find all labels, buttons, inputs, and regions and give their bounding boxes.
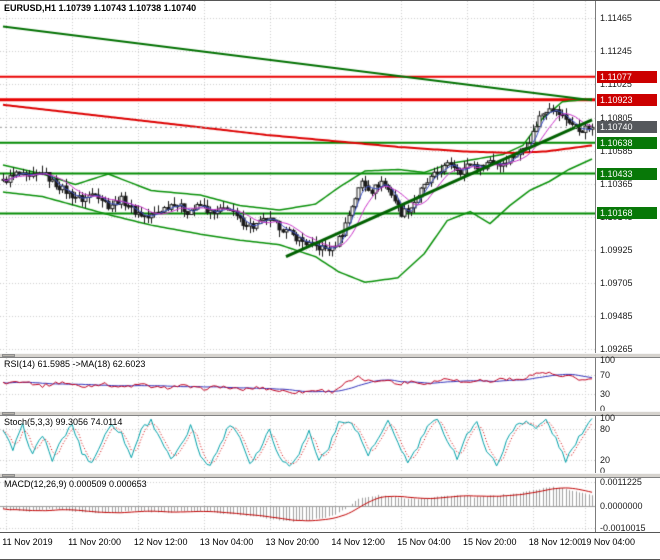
stoch-plot: Stoch(5,3,3) 99.3056 74.0114 bbox=[0, 416, 595, 473]
indicator-axis-label: -0.0010015 bbox=[600, 522, 646, 533]
time-axis-label: 12 Nov 12:00 bbox=[133, 537, 188, 547]
price-axis-label: 1.11465 bbox=[600, 13, 632, 24]
price-level-badge: 1.10168 bbox=[597, 207, 657, 220]
price-panel: EURUSD,H1 1.10739 1.10743 1.10738 1.1074… bbox=[0, 1, 660, 355]
time-axis-label: 13 Nov 04:00 bbox=[199, 537, 254, 547]
time-axis-label: 15 Nov 04:00 bbox=[397, 537, 451, 547]
time-axis-label: 11 Nov 20:00 bbox=[68, 537, 121, 547]
price-axis-label: 1.10805 bbox=[600, 112, 633, 123]
rsi-chart-canvas[interactable] bbox=[0, 358, 595, 411]
splitter-handle-icon[interactable] bbox=[2, 354, 15, 357]
chart-title-ohlc: EURUSD,H1 1.10739 1.10743 1.10738 1.1074… bbox=[4, 3, 197, 13]
splitter-handle-icon[interactable] bbox=[2, 474, 15, 477]
rsi-panel: RSI(14) 61.5985 ->MA(18) 62.6023 100 70 30… bbox=[0, 354, 660, 415]
price-axis-label: 1.11245 bbox=[600, 46, 632, 57]
macd-indicator-label: MACD(12,26,9) 0.000509 0.000653 bbox=[4, 479, 147, 489]
time-axis-label: 13 Nov 20:00 bbox=[265, 537, 320, 547]
price-axis-label: 1.09705 bbox=[600, 278, 633, 289]
rsi-indicator-label: RSI(14) 61.5985 ->MA(18) 62.6023 bbox=[4, 359, 146, 369]
time-axis-label: 19 Nov 04:00 bbox=[581, 537, 635, 547]
rsi-axis[interactable]: 100 70 30 0 bbox=[595, 354, 660, 415]
price-level-badge: 1.10433 bbox=[597, 167, 657, 180]
price-level-badge: 1.10740 bbox=[597, 121, 657, 134]
price-level-badge: 1.10638 bbox=[597, 136, 657, 149]
indicator-axis-label: 30 bbox=[600, 389, 611, 400]
time-axis-label: 11 Nov 2019 bbox=[2, 537, 53, 547]
macd-panel: MACD(12,26,9) 0.000509 0.000653 0.001122… bbox=[0, 477, 660, 533]
indicator-axis-label: 0.0011225 bbox=[600, 477, 642, 487]
price-chart-canvas[interactable] bbox=[0, 1, 595, 353]
macd-chart-canvas[interactable] bbox=[0, 478, 595, 532]
indicator-axis-label: 70 bbox=[600, 369, 611, 380]
rsi-plot: RSI(14) 61.5985 ->MA(18) 62.6023 bbox=[0, 358, 595, 411]
price-axis-label: 1.09925 bbox=[600, 244, 633, 255]
price-level-badge: 1.11077 bbox=[597, 70, 657, 83]
indicator-axis-label: 0.0000000 bbox=[600, 501, 643, 512]
panel-splitter-3[interactable] bbox=[0, 473, 660, 478]
stoch-axis[interactable]: 100 80 20 0 bbox=[595, 413, 660, 476]
price-axis-label: 1.09485 bbox=[600, 311, 633, 322]
indicator-axis-label: 80 bbox=[600, 423, 611, 434]
price-axis-label: 1.10365 bbox=[600, 178, 633, 189]
stoch-chart-canvas[interactable] bbox=[0, 416, 595, 473]
price-axis-label: 1.11025 bbox=[600, 79, 632, 90]
time-axis-label: 15 Nov 20:00 bbox=[462, 537, 517, 547]
stoch-panel: Stoch(5,3,3) 99.3056 74.0114 100 80 20 0 bbox=[0, 413, 660, 476]
panel-splitter-1[interactable] bbox=[0, 353, 660, 358]
panel-splitter-2[interactable] bbox=[0, 411, 660, 416]
price-plot: EURUSD,H1 1.10739 1.10743 1.10738 1.1074… bbox=[0, 1, 595, 353]
time-axis[interactable]: 11 Nov 2019 11 Nov 20:00 12 Nov 12:00 13 No… bbox=[0, 532, 660, 560]
splitter-handle-icon[interactable] bbox=[2, 412, 15, 415]
price-axis[interactable]: 1.11465 1.11245 1.11025 1.10805 1.10585 1.103… bbox=[595, 1, 660, 355]
stoch-indicator-label: Stoch(5,3,3) 99.3056 74.0114 bbox=[4, 417, 123, 427]
indicator-axis-label: 20 bbox=[600, 455, 611, 466]
price-axis-label: 1.10585 bbox=[600, 145, 633, 156]
time-axis-label: 14 Nov 12:00 bbox=[331, 537, 385, 547]
indicator-axis-label: 0 bbox=[600, 404, 606, 415]
indicator-axis-label: 0 bbox=[600, 465, 606, 476]
macd-plot: MACD(12,26,9) 0.000509 0.000653 bbox=[0, 478, 595, 532]
price-level-badge: 1.10923 bbox=[597, 93, 657, 106]
time-axis-label: 18 Nov 12:00 bbox=[528, 537, 583, 547]
indicator-axis-label: 100 bbox=[600, 354, 616, 365]
price-axis-label: 1.09265 bbox=[600, 344, 633, 355]
macd-axis[interactable]: 0.0011225 0.0000000 -0.0010015 bbox=[595, 477, 660, 533]
indicator-axis-label: 100 bbox=[600, 413, 616, 424]
